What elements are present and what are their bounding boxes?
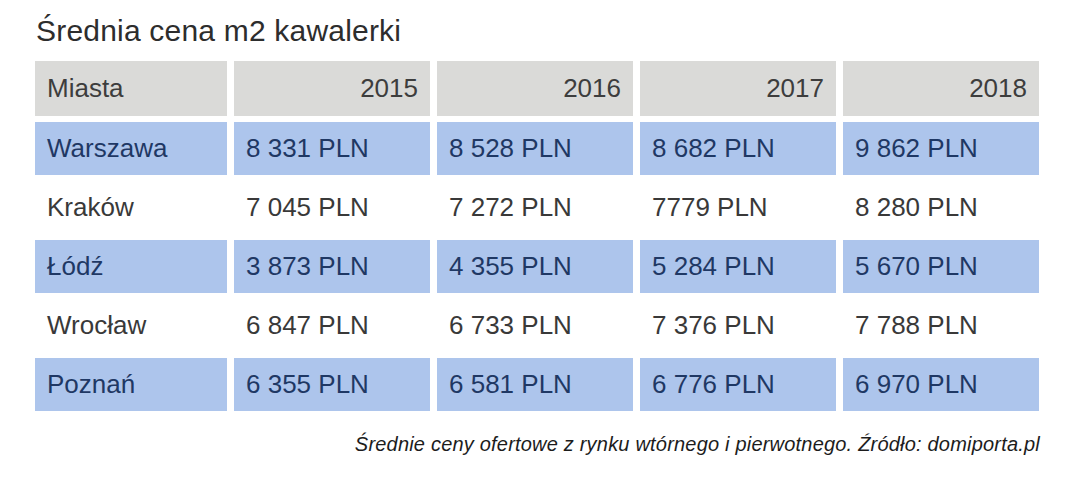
price-cell: 7779 PLN <box>640 181 836 234</box>
price-cell: 7 376 PLN <box>640 299 836 352</box>
price-cell: 9 862 PLN <box>843 122 1039 175</box>
price-cell: 6 847 PLN <box>234 299 430 352</box>
price-cell: 8 528 PLN <box>437 122 633 175</box>
price-cell: 7 788 PLN <box>843 299 1039 352</box>
price-cell: 8 280 PLN <box>843 181 1039 234</box>
price-cell: 8 682 PLN <box>640 122 836 175</box>
city-cell: Łódź <box>35 240 227 293</box>
column-header-2015: 2015 <box>234 61 430 116</box>
price-cell: 5 284 PLN <box>640 240 836 293</box>
price-cell: 6 581 PLN <box>437 358 633 411</box>
price-cell: 5 670 PLN <box>843 240 1039 293</box>
city-cell: Poznań <box>35 358 227 411</box>
column-header-2016: 2016 <box>437 61 633 116</box>
price-cell: 6 970 PLN <box>843 358 1039 411</box>
price-table: Miasta 2015 2016 2017 2018 Warszawa 8 33… <box>35 61 1040 411</box>
price-cell: 7 272 PLN <box>437 181 633 234</box>
price-cell: 8 331 PLN <box>234 122 430 175</box>
column-header-2017: 2017 <box>640 61 836 116</box>
column-header-miasta: Miasta <box>35 61 227 116</box>
city-cell: Warszawa <box>35 122 227 175</box>
page: Średnia cena m2 kawalerki Miasta 2015 20… <box>0 0 1080 456</box>
price-cell: 6 733 PLN <box>437 299 633 352</box>
source-note: Średnie ceny ofertowe z rynku wtórnego i… <box>35 433 1040 456</box>
page-title: Średnia cena m2 kawalerki <box>36 14 1080 48</box>
price-cell: 7 045 PLN <box>234 181 430 234</box>
column-header-2018: 2018 <box>843 61 1039 116</box>
city-cell: Kraków <box>35 181 227 234</box>
price-cell: 6 776 PLN <box>640 358 836 411</box>
city-cell: Wrocław <box>35 299 227 352</box>
price-cell: 3 873 PLN <box>234 240 430 293</box>
price-cell: 6 355 PLN <box>234 358 430 411</box>
price-cell: 4 355 PLN <box>437 240 633 293</box>
